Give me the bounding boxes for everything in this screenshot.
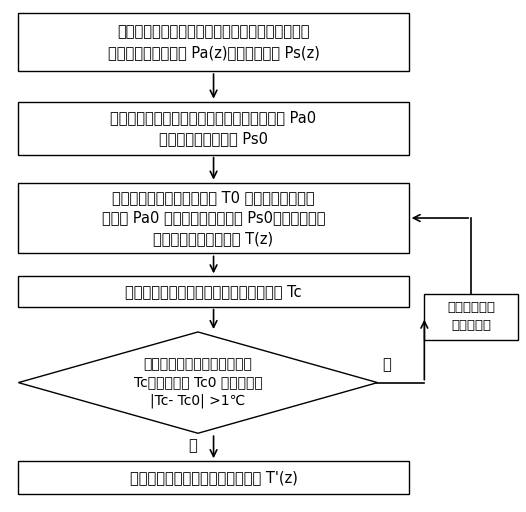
Bar bbox=[18, 101, 409, 155]
Text: 否: 否 bbox=[188, 438, 197, 453]
Text: 是: 是 bbox=[383, 357, 391, 373]
Text: 校准光纤盒的测量温度平均值
Tc与实际温度 Tc0 做差值判断
|Tc- Tc0| >1℃: 校准光纤盒的测量温度平均值 Tc与实际温度 Tc0 做差值判断 |Tc- Tc0… bbox=[134, 357, 262, 408]
Polygon shape bbox=[18, 332, 378, 433]
Bar bbox=[18, 183, 409, 253]
Text: 计算参考光纤盒区段内的反斯托克斯光平均值 Pa0
和斯托克斯光平均值 Ps0: 计算参考光纤盒区段内的反斯托克斯光平均值 Pa0 和斯托克斯光平均值 Ps0 bbox=[110, 111, 317, 146]
Text: 计算校准光纤盒区段内的测量温度平均值 Tc: 计算校准光纤盒区段内的测量温度平均值 Tc bbox=[125, 284, 302, 299]
Text: 采集从参考光纤盒、校准光纤盒以及测量光纤返回
的背向反斯托克斯光 Pa(z)和斯托克斯光 Ps(z): 采集从参考光纤盒、校准光纤盒以及测量光纤返回 的背向反斯托克斯光 Pa(z)和斯… bbox=[108, 25, 319, 60]
Bar bbox=[18, 276, 409, 307]
Text: 利用参考光纤盒的实际温度 T0 以及反斯托克斯光
平均值 Pa0 和斯托克斯光平均值 Ps0，计算得到光
纤上各点的测量温度值 T(z): 利用参考光纤盒的实际温度 T0 以及反斯托克斯光 平均值 Pa0 和斯托克斯光平… bbox=[102, 190, 325, 246]
Text: 调整装置的温
度标定系数: 调整装置的温 度标定系数 bbox=[447, 301, 495, 332]
Bar bbox=[18, 461, 409, 494]
Bar bbox=[18, 13, 409, 71]
Bar bbox=[424, 294, 518, 339]
Text: 校准后的光纤上各点的测量温度值 T'(z): 校准后的光纤上各点的测量温度值 T'(z) bbox=[129, 470, 298, 485]
